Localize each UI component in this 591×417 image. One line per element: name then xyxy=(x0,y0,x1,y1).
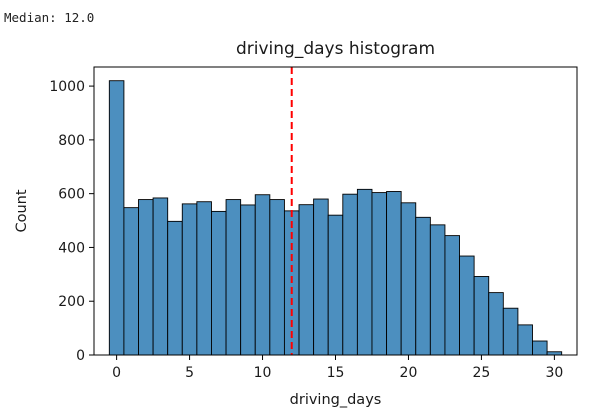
histogram-bar xyxy=(488,292,504,356)
histogram-bar xyxy=(444,235,460,356)
histogram-bar xyxy=(181,203,198,356)
histogram-bar xyxy=(400,202,417,356)
histogram-bar xyxy=(108,80,125,356)
y-tick-label: 400 xyxy=(58,240,85,256)
y-tick-label: 600 xyxy=(58,187,85,203)
histogram-bar xyxy=(138,199,154,356)
y-tick-label: 200 xyxy=(58,294,85,310)
histogram-bar xyxy=(415,216,431,356)
x-tick-label: 10 xyxy=(254,365,272,381)
histogram-bar xyxy=(429,224,446,356)
x-tick-label: 30 xyxy=(545,365,563,381)
histogram-bar xyxy=(240,204,256,356)
histogram-bar xyxy=(502,307,519,356)
bars-group xyxy=(108,80,563,356)
histogram-bar xyxy=(371,192,388,356)
y-tick-label: 0 xyxy=(76,348,85,364)
histogram-bar xyxy=(211,210,227,356)
x-tick-label: 5 xyxy=(185,365,194,381)
y-axis-label: Count xyxy=(14,189,30,232)
x-axis-label: driving_days xyxy=(290,392,382,408)
histogram-bar xyxy=(254,194,271,356)
histogram-bar xyxy=(298,204,315,356)
histogram-bar xyxy=(225,199,242,356)
histogram-bar xyxy=(196,201,212,356)
histogram-bar xyxy=(342,193,358,356)
histogram-bar xyxy=(473,276,490,356)
histogram-bar xyxy=(517,324,533,356)
x-tick-label: 25 xyxy=(473,365,491,381)
histogram-bar xyxy=(459,255,475,356)
x-tick-label: 0 xyxy=(112,365,121,381)
histogram-bar xyxy=(356,188,373,356)
x-tick-label: 15 xyxy=(327,365,345,381)
y-tick-label: 800 xyxy=(58,133,85,149)
histogram-bar xyxy=(123,207,139,356)
histogram-bar xyxy=(386,191,402,356)
histogram-bar xyxy=(167,220,183,356)
histogram-bar xyxy=(152,197,169,356)
chart-title: driving_days histogram xyxy=(236,39,435,59)
x-axis-ticks: 0 5 10 15 20 25 30 xyxy=(112,355,563,381)
median-output-text: Median: 12.0 xyxy=(4,10,95,25)
x-tick-label: 20 xyxy=(400,365,418,381)
y-tick-label: 1000 xyxy=(49,79,85,95)
histogram-bar xyxy=(327,214,344,356)
y-axis-ticks: 0 200 400 600 800 1000 xyxy=(49,79,94,364)
histogram-bar xyxy=(532,340,548,356)
histogram-bar xyxy=(269,199,285,356)
histogram-bar xyxy=(313,198,329,356)
